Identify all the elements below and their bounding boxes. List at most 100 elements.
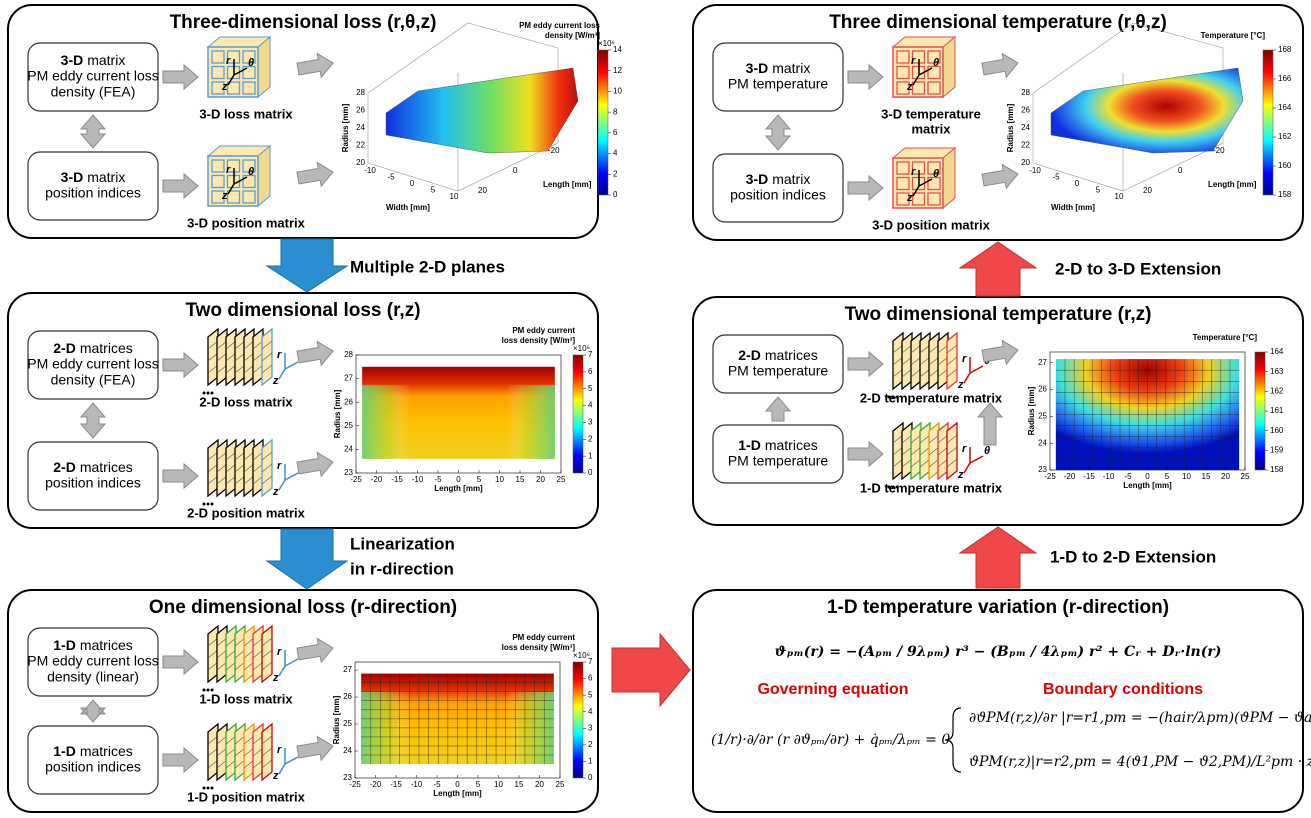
y-tick-label: 24 (344, 445, 353, 454)
cube-cell (897, 51, 909, 63)
x-tick-label: 5 (431, 186, 436, 195)
glyph-label: r (911, 55, 916, 67)
arrow-label: Multiple 2-D planes (350, 257, 505, 276)
glyph-label: θ (248, 57, 254, 69)
y-tick-label: 23 (344, 468, 353, 477)
x-axis-label: Length [mm] (433, 789, 482, 798)
y-tick-label: 23 (343, 773, 352, 782)
panel: Two dimensional loss (r,z)2-DmatricesPM … (8, 293, 598, 528)
glyph-label: z (272, 375, 279, 387)
cube-cell (928, 82, 940, 94)
cube-cell (897, 178, 909, 190)
colorbar-title: PM eddy current (512, 633, 575, 642)
box-text: PM temperature (728, 453, 829, 469)
x-tick-label: 25 (1241, 472, 1250, 481)
main-equation: ϑₚₘ(r) = −(Aₚₘ / 9λₚₘ) r³ − (Bₚₘ / 4λₚₘ)… (775, 644, 1222, 660)
matrix-label: 1-D position matrix (187, 789, 306, 804)
y-axis-label: Radius [mm] (341, 103, 350, 152)
matrix-label: 2-D loss matrix (199, 394, 293, 409)
matrix-cube: rθz (893, 37, 955, 97)
x-tick-label: -10 (1103, 472, 1115, 481)
colorbar-tick-label: 4 (588, 401, 593, 410)
boundary-condition: ∂ϑPM(r,z)/∂r |r=r1,pm = −(hair/λpm)(ϑPM … (969, 710, 1311, 726)
matrix-label: 1-D loss matrix (199, 691, 293, 706)
colorbar (1255, 352, 1265, 470)
box-text: matrix (87, 169, 125, 185)
panel: 1-D temperature variation (r-direction) ϑ… (693, 590, 1311, 812)
x-tick-label: 0 (456, 475, 461, 484)
panel-title: One dimensional loss (r-direction) (149, 597, 457, 618)
y-tick-label: 28 (344, 350, 353, 359)
box-text: matrix (772, 171, 810, 187)
x-axis-label: Length [mm] (434, 484, 483, 493)
panel-title: Two dimensional loss (r,z) (185, 300, 420, 321)
blue-arrow (267, 239, 347, 292)
arrow-label: Linearization (350, 534, 455, 553)
box-text-bold: 3-D (746, 171, 769, 187)
colorbar-title: loss density [W/m³] (502, 336, 576, 345)
box-text-bold: 2-D (738, 347, 761, 363)
colorbar-title: Temperature [°C] (1193, 333, 1258, 342)
colorbar-tick-label: 6 (588, 674, 593, 683)
y-tick-label: 26 (356, 106, 365, 115)
cube-cell (897, 162, 909, 174)
box-text-bold: 1-D (53, 743, 76, 759)
colorbar-tick-label: 1 (588, 451, 593, 460)
y-tick-label: 27 (343, 665, 352, 674)
z-tick-label: -20 (548, 146, 560, 155)
y-tick-label: 24 (343, 746, 352, 755)
glyph-label: r (962, 353, 967, 365)
colorbar-tick-label: 159 (1270, 445, 1284, 454)
box-text: PM eddy current loss (27, 653, 159, 669)
x-tick-label: -10 (1029, 166, 1041, 175)
colorbar-tick-label: 0 (588, 773, 593, 782)
matrix-label: 3-D position matrix (872, 217, 991, 232)
x-tick-label: -20 (1064, 472, 1076, 481)
box-text: matrices (80, 459, 133, 475)
glyph-label: z (272, 672, 279, 684)
colorbar-unit: ×10⁶ (598, 39, 615, 48)
x-tick-label: -5 (433, 780, 441, 789)
panel-title: 1-D temperature variation (r-direction) (827, 597, 1169, 618)
box-text: matrix (772, 60, 810, 76)
cube-cell (928, 193, 940, 205)
z-axis-label: Length [mm] (543, 180, 592, 189)
red-arrow (612, 634, 690, 706)
colorbar-tick-label: 160 (1270, 426, 1284, 435)
cube-cell (243, 191, 255, 203)
y-tick-label: 24 (1021, 123, 1030, 132)
matrix-label: 3-D position matrix (187, 215, 306, 230)
colorbar-tick-label: 6 (613, 128, 618, 137)
y-axis-label: Radius [mm] (332, 695, 341, 744)
governing-equation: (1/r)·∂/∂r (r ∂ϑₚₘ/∂r) + q̇ₚₘ/λₚₘ = 0 (711, 732, 950, 748)
glyph-label: r (277, 744, 282, 756)
matrix-label: 3-D temperature (881, 106, 981, 121)
box-text: matrices (765, 347, 818, 363)
cube-side (258, 37, 270, 97)
y-tick-label: 26 (344, 397, 353, 406)
cube-cell (212, 160, 224, 172)
cube-cell (212, 67, 224, 79)
panel-title: Three-dimensional loss (r,θ,z) (170, 12, 437, 33)
colorbar-title: density [W/m³] (545, 31, 600, 40)
box-text: 3-Dmatrix (61, 169, 126, 185)
y-tick-label: 27 (1038, 358, 1047, 367)
colorbar-tick-label: 3 (588, 723, 593, 732)
x-tick-label: -10 (411, 780, 423, 789)
x-tick-label: 5 (476, 780, 481, 789)
box-text-bold: 3-D (61, 169, 84, 185)
colorbar-tick-label: 163 (1270, 367, 1284, 376)
colorbar-tick-label: 168 (1278, 45, 1292, 54)
colorbar-tick-label: 3 (588, 418, 593, 427)
glyph-label: z (906, 192, 913, 204)
x-tick-label: -10 (412, 475, 424, 484)
x-tick-label: 10 (450, 192, 459, 201)
y-tick-label: 23 (1038, 465, 1047, 474)
equation-label: Governing equation (757, 681, 908, 698)
colorbar-tick-label: 6 (588, 367, 593, 376)
box-text: position indices (45, 759, 141, 775)
glyph-label: z (957, 469, 964, 481)
x-tick-label: -5 (387, 173, 395, 182)
x-tick-label: 10 (494, 780, 503, 789)
